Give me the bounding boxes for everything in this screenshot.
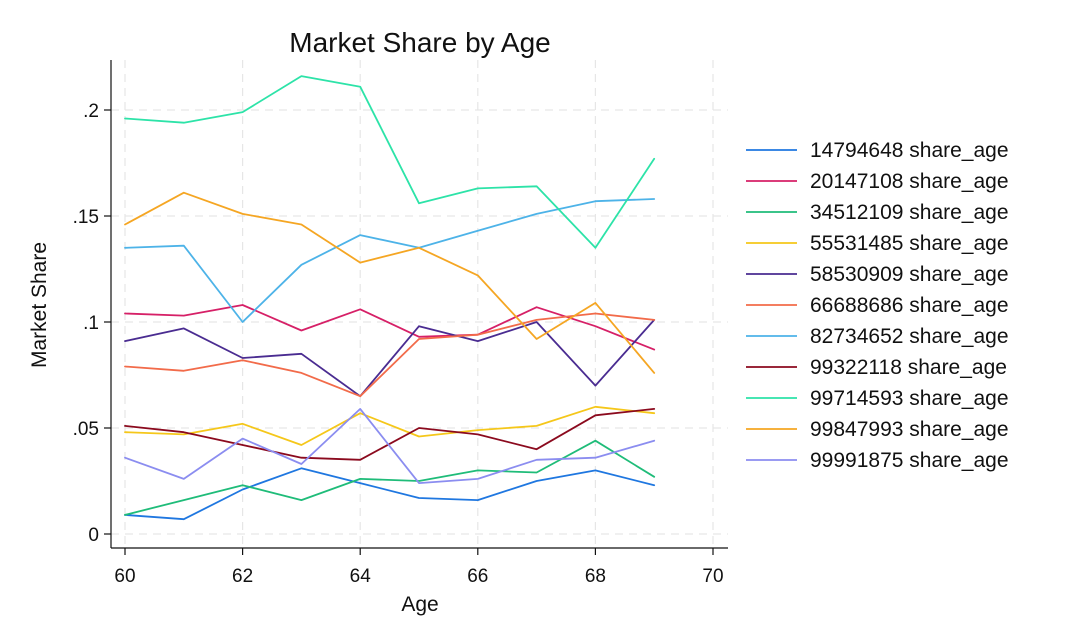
grid-layer bbox=[111, 60, 728, 548]
series-line-4 bbox=[124, 405, 656, 446]
legend-label: 82734652 share_age bbox=[810, 325, 1009, 348]
x-axis-label: Age bbox=[401, 593, 438, 616]
series-line-7 bbox=[124, 198, 656, 323]
x-tick-label: 70 bbox=[702, 566, 723, 587]
legend-label: 99991875 share_age bbox=[810, 449, 1009, 472]
legend-item-6: 66688686 share_age bbox=[746, 294, 1009, 317]
series-line-8 bbox=[124, 407, 656, 461]
legend-label: 99714593 share_age bbox=[810, 387, 1009, 410]
legend-item-3: 34512109 share_age bbox=[746, 201, 1009, 224]
legend-item-4: 55531485 share_age bbox=[746, 232, 1009, 255]
legend-label: 55531485 share_age bbox=[810, 232, 1009, 255]
y-axis-label: Market Share bbox=[28, 242, 51, 368]
legend-layer: 14794648 share_age 20147108 share_age 3451… bbox=[746, 139, 1009, 472]
series-line-6 bbox=[124, 312, 656, 398]
series-line-2 bbox=[124, 304, 656, 351]
legend-item-5: 58530909 share_age bbox=[746, 263, 1009, 286]
series-line-10 bbox=[124, 191, 656, 374]
y-tick-label: .1 bbox=[83, 313, 99, 334]
x-tick-label: 62 bbox=[232, 566, 253, 587]
y-tick-label: .05 bbox=[73, 419, 99, 440]
legend-item-11: 99991875 share_age bbox=[746, 449, 1009, 472]
y-tick-label: .2 bbox=[83, 101, 99, 122]
legend-label: 34512109 share_age bbox=[810, 201, 1009, 224]
legend-item-8: 99322118 share_age bbox=[746, 356, 1007, 379]
series-line-5 bbox=[124, 318, 656, 398]
legend-item-7: 82734652 share_age bbox=[746, 325, 1009, 348]
legend-label: 99322118 share_age bbox=[810, 356, 1007, 379]
chart-title: Market Share by Age bbox=[289, 27, 550, 58]
series-line-11 bbox=[124, 407, 656, 485]
legend-label: 66688686 share_age bbox=[810, 294, 1009, 317]
series-line-3 bbox=[124, 439, 656, 516]
legend-label: 14794648 share_age bbox=[810, 139, 1009, 162]
legend-item-1: 14794648 share_age bbox=[746, 139, 1009, 162]
series-line-1 bbox=[124, 467, 656, 521]
y-tick-label: 0 bbox=[88, 525, 99, 546]
legend-label: 58530909 share_age bbox=[810, 263, 1009, 286]
x-tick-label: 64 bbox=[350, 566, 372, 587]
x-tick-label: 68 bbox=[585, 566, 606, 587]
legend-label: 99847993 share_age bbox=[810, 418, 1009, 441]
axis-layer: 60 62 64 66 68 70 0 .05 .1 .15 .2 bbox=[73, 60, 728, 587]
y-tick-label: .15 bbox=[73, 207, 99, 228]
legend-item-2: 20147108 share_age bbox=[746, 170, 1009, 193]
series-layer bbox=[124, 75, 656, 521]
x-tick-label: 66 bbox=[467, 566, 488, 587]
legend-item-10: 99847993 share_age bbox=[746, 418, 1009, 441]
legend-item-9: 99714593 share_age bbox=[746, 387, 1009, 410]
x-tick-label: 60 bbox=[114, 566, 135, 587]
series-line-9 bbox=[124, 75, 656, 249]
legend-label: 20147108 share_age bbox=[810, 170, 1009, 193]
